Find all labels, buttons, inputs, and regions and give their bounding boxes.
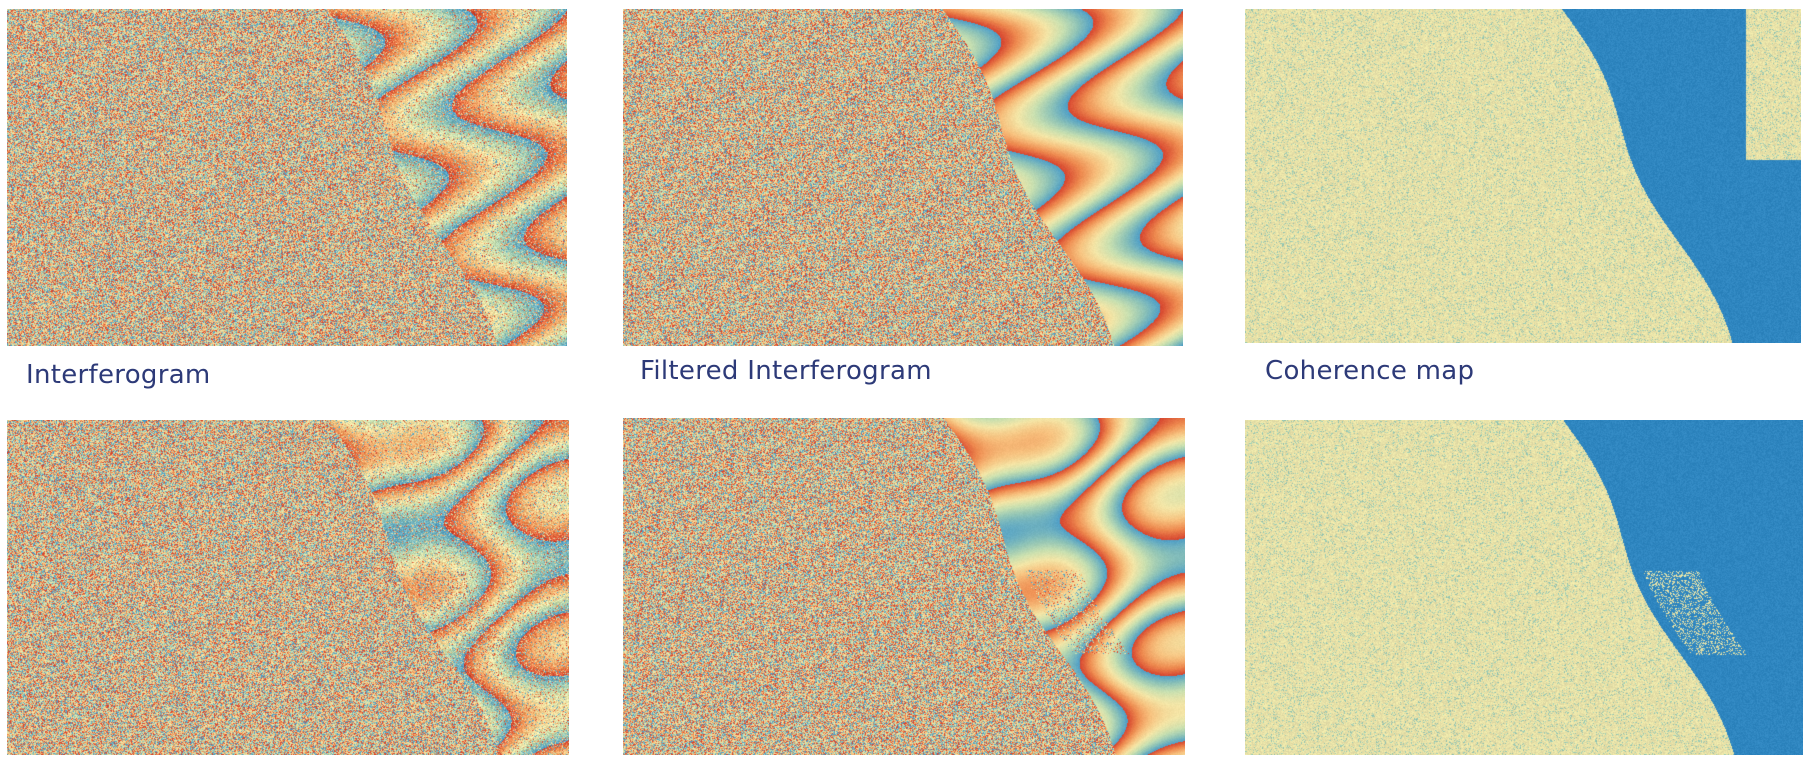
filtered-interferogram-bottom-image <box>623 418 1185 755</box>
interferogram-top-image <box>7 9 567 346</box>
coherence-map-bottom-image <box>1245 420 1803 755</box>
interferogram-bottom-image <box>7 420 569 755</box>
interferogram-bottom-panel <box>7 420 569 755</box>
interferogram-caption: Interferogram <box>26 360 211 390</box>
coherence-map-caption: Coherence map <box>1265 356 1475 386</box>
coherence-map-top-panel <box>1245 9 1801 343</box>
interferogram-top-panel <box>7 9 567 346</box>
coherence-map-top-image <box>1245 9 1801 343</box>
coherence-map-bottom-panel <box>1245 420 1803 755</box>
filtered-interferogram-caption: Filtered Interferogram <box>640 356 932 386</box>
filtered-interferogram-top-image <box>623 9 1183 346</box>
filtered-interferogram-bottom-panel <box>623 418 1185 755</box>
filtered-interferogram-top-panel <box>623 9 1183 346</box>
